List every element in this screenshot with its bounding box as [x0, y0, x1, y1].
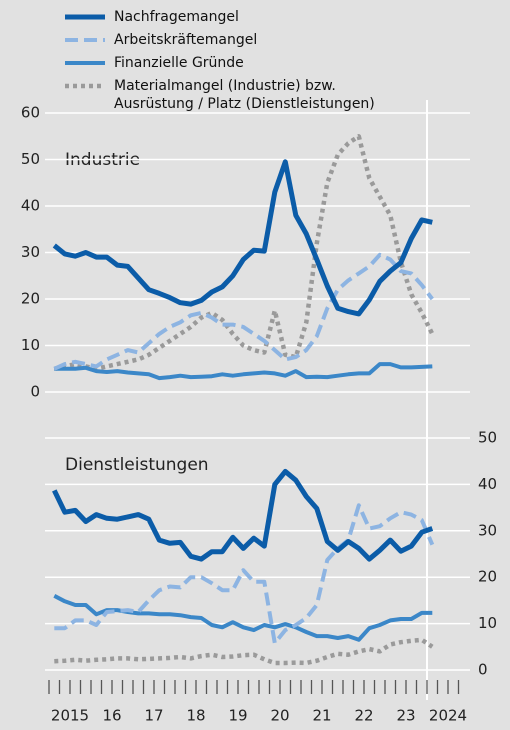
legend-item: Finanzielle Gründe	[64, 54, 444, 72]
y-tick-label: 20	[21, 290, 40, 308]
y-tick-label: 0	[30, 383, 40, 401]
y-tick-label: 60	[21, 104, 40, 122]
legend-label: Materialmangel (Industrie) bzw. Ausrüstu…	[114, 78, 375, 112]
series-line	[52, 159, 433, 317]
grid	[45, 112, 470, 671]
legend: Nachfragemangel Arbeitskräftemangel Finanz…	[64, 8, 444, 118]
legend-item: Arbeitskräftemangel	[64, 31, 444, 49]
legend-item: Nachfragemangel	[64, 8, 444, 26]
legend-swatch	[65, 38, 105, 42]
series-line	[52, 468, 434, 562]
series-line	[54, 503, 435, 646]
x-tick-label: 20	[270, 707, 289, 725]
legend-swatch	[65, 14, 105, 20]
x-tick-label: 16	[102, 707, 121, 725]
lines	[52, 134, 435, 666]
legend-swatch	[65, 61, 105, 65]
x-tick-label: 23	[396, 707, 415, 725]
y-tick-label: 10	[21, 336, 40, 354]
x-tick-label: 17	[144, 707, 163, 725]
x-tick-label: 19	[228, 707, 247, 725]
panel-title: Dienstleistungen	[65, 455, 209, 475]
y-tick-label: 30	[21, 243, 40, 261]
y-tick-label: 0	[478, 661, 488, 679]
x-tick-label: 18	[186, 707, 205, 725]
legend-item: Materialmangel (Industrie) bzw. Ausrüstu…	[64, 77, 444, 113]
legend-label: Arbeitskräftemangel	[114, 32, 258, 48]
y-tick-label: 40	[478, 475, 497, 493]
y-tick-label: 30	[478, 521, 497, 539]
series-line	[54, 362, 433, 381]
x-tick-label: 21	[312, 707, 331, 725]
y-tick-label: 50	[21, 150, 40, 168]
legend-label: Nachfragemangel	[114, 9, 239, 25]
x-tick-label: 2015	[51, 707, 89, 725]
series-line	[53, 252, 434, 371]
y-tick-label: 50	[478, 429, 497, 447]
series-line	[53, 134, 435, 372]
series-line	[53, 594, 433, 642]
legend-label: Finanzielle Gründe	[114, 55, 244, 71]
y-tick-label: 40	[21, 197, 40, 215]
y-tick-label: 10	[478, 614, 497, 632]
x-tick-label: 22	[354, 707, 373, 725]
legend-swatch	[65, 83, 105, 89]
series-line	[54, 637, 434, 666]
x-tick-label: 2024	[429, 707, 467, 725]
y-tick-label: 20	[478, 568, 497, 586]
